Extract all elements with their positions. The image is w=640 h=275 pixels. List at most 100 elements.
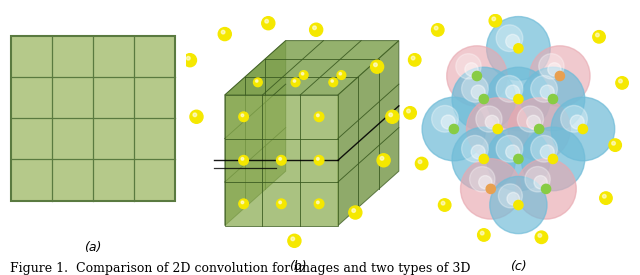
Circle shape xyxy=(479,176,492,189)
Circle shape xyxy=(490,176,547,234)
Circle shape xyxy=(548,94,557,104)
Circle shape xyxy=(317,158,319,160)
Circle shape xyxy=(530,46,590,106)
Circle shape xyxy=(517,106,543,132)
Text: (c): (c) xyxy=(510,260,527,273)
Circle shape xyxy=(441,115,455,129)
Circle shape xyxy=(514,94,523,104)
Circle shape xyxy=(496,135,523,162)
Circle shape xyxy=(593,31,605,43)
Circle shape xyxy=(506,85,520,99)
Circle shape xyxy=(489,15,502,27)
Circle shape xyxy=(331,80,333,82)
Circle shape xyxy=(612,141,616,145)
Circle shape xyxy=(186,56,190,60)
Circle shape xyxy=(486,16,550,80)
Circle shape xyxy=(441,201,445,205)
Circle shape xyxy=(619,79,622,83)
Circle shape xyxy=(406,109,410,113)
Circle shape xyxy=(496,76,523,102)
Circle shape xyxy=(525,167,550,192)
Circle shape xyxy=(184,54,196,67)
Circle shape xyxy=(218,28,231,41)
Circle shape xyxy=(239,155,248,165)
Circle shape xyxy=(293,80,296,82)
Circle shape xyxy=(534,124,544,134)
Circle shape xyxy=(301,73,304,75)
Circle shape xyxy=(374,63,378,67)
Circle shape xyxy=(516,159,576,219)
Circle shape xyxy=(508,98,570,160)
Circle shape xyxy=(556,72,564,81)
Circle shape xyxy=(492,17,495,21)
Circle shape xyxy=(540,145,554,159)
Circle shape xyxy=(486,67,550,131)
Circle shape xyxy=(291,237,294,241)
Circle shape xyxy=(415,157,428,170)
Circle shape xyxy=(477,229,490,241)
Circle shape xyxy=(239,199,248,209)
Circle shape xyxy=(276,155,286,165)
Circle shape xyxy=(310,23,323,36)
Circle shape xyxy=(262,17,275,30)
Circle shape xyxy=(412,56,415,60)
Circle shape xyxy=(337,71,346,79)
Circle shape xyxy=(371,60,383,73)
Circle shape xyxy=(352,209,356,212)
Circle shape xyxy=(481,231,484,235)
Circle shape xyxy=(499,184,522,208)
Circle shape xyxy=(239,112,248,122)
Circle shape xyxy=(470,167,495,192)
Circle shape xyxy=(241,201,244,204)
Circle shape xyxy=(514,44,523,53)
Circle shape xyxy=(539,54,564,79)
Polygon shape xyxy=(225,41,285,225)
Circle shape xyxy=(600,192,612,204)
Circle shape xyxy=(221,30,225,34)
Circle shape xyxy=(486,127,550,191)
Circle shape xyxy=(531,76,557,102)
Circle shape xyxy=(380,156,384,160)
Circle shape xyxy=(507,192,520,205)
Circle shape xyxy=(431,105,458,132)
Circle shape xyxy=(456,54,481,79)
Circle shape xyxy=(472,72,481,81)
Circle shape xyxy=(241,158,244,160)
Circle shape xyxy=(521,67,585,131)
Circle shape xyxy=(452,127,516,191)
Circle shape xyxy=(541,184,550,194)
Circle shape xyxy=(435,26,438,30)
Circle shape xyxy=(300,71,308,79)
Circle shape xyxy=(467,98,529,160)
Circle shape xyxy=(561,105,588,132)
Text: (a): (a) xyxy=(84,241,102,254)
Circle shape xyxy=(485,115,499,129)
Circle shape xyxy=(471,85,485,99)
Circle shape xyxy=(496,25,523,51)
Circle shape xyxy=(609,139,621,151)
Circle shape xyxy=(493,124,502,134)
Circle shape xyxy=(377,154,390,167)
Circle shape xyxy=(452,67,516,131)
Circle shape xyxy=(506,34,520,48)
Circle shape xyxy=(404,107,417,119)
Polygon shape xyxy=(225,95,338,226)
Circle shape xyxy=(193,113,196,117)
Circle shape xyxy=(538,233,541,237)
Circle shape xyxy=(253,78,262,87)
Circle shape xyxy=(422,97,486,161)
Circle shape xyxy=(314,199,324,209)
Circle shape xyxy=(317,114,319,117)
Circle shape xyxy=(265,20,269,23)
Circle shape xyxy=(479,94,488,104)
Circle shape xyxy=(241,114,244,117)
Circle shape xyxy=(349,206,362,219)
Circle shape xyxy=(449,124,458,134)
Circle shape xyxy=(291,78,300,87)
Text: (b): (b) xyxy=(289,260,307,273)
Circle shape xyxy=(339,73,342,75)
Circle shape xyxy=(527,115,540,129)
Circle shape xyxy=(479,154,488,164)
Circle shape xyxy=(514,154,523,164)
Circle shape xyxy=(521,127,585,191)
